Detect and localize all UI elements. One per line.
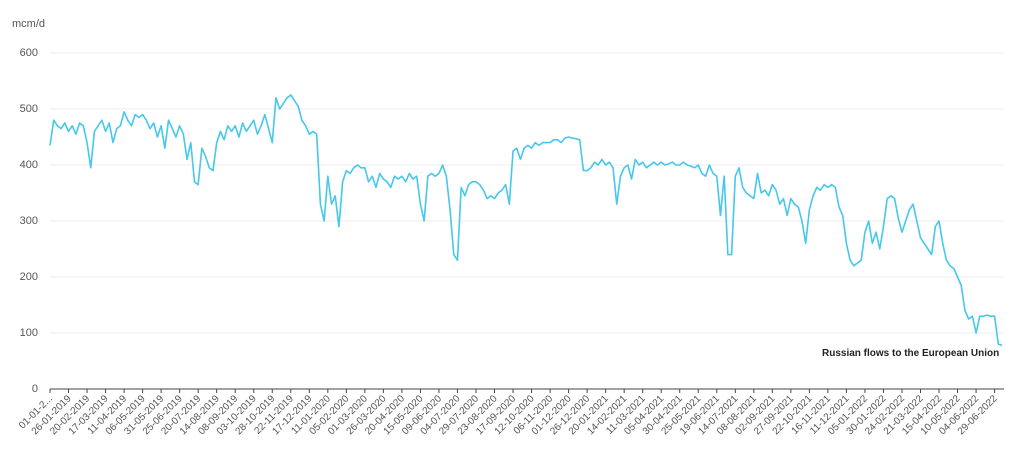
y-tick-label: 0	[32, 383, 38, 395]
y-tick-label: 600	[20, 47, 38, 59]
flow-line	[49, 94, 1003, 347]
y-tick-label: 400	[20, 159, 38, 171]
annotation: Russian flows to the European Union	[822, 348, 999, 359]
y-tick-label: 300	[20, 215, 38, 227]
y-tick-label: 500	[20, 103, 38, 115]
y-tick-label: 200	[20, 271, 38, 283]
y-axis-label: mcm/d	[12, 18, 45, 30]
y-tick-label: 100	[20, 327, 38, 339]
